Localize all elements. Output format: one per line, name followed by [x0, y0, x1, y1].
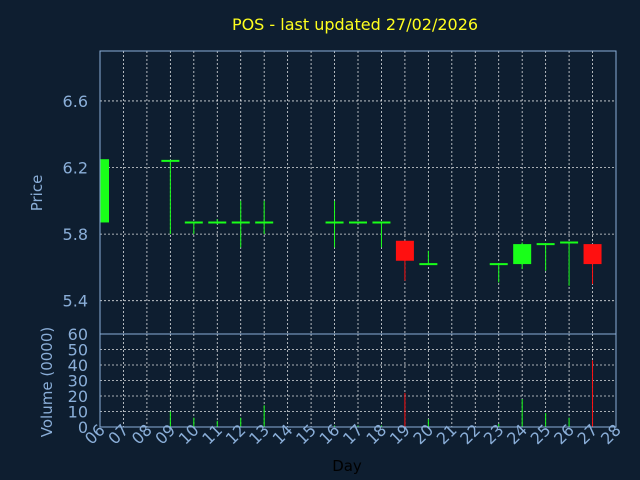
volume-tick-label: 40 — [68, 356, 88, 375]
volume-tick-label: 50 — [68, 341, 88, 360]
price-axis-label: Price — [28, 175, 46, 212]
candle-body — [583, 244, 602, 265]
price-tick-label: 5.8 — [63, 225, 88, 244]
volume-grid — [100, 334, 616, 427]
volume-frame — [99, 333, 617, 428]
price-tick-label: 6.2 — [63, 159, 88, 178]
volume-axis-label: Volume (0000) — [38, 327, 56, 437]
volume-tick-label: 0 — [78, 418, 88, 437]
volume-tick-label: 60 — [68, 325, 88, 344]
chart-title: POS - last updated 27/02/2026 — [232, 15, 478, 34]
price-panel: 5.4 5.8 6.2 6.6 — [63, 50, 617, 335]
volume-tick-label: 30 — [68, 372, 88, 391]
price-tick-label: 6.6 — [63, 92, 88, 111]
candle-body — [513, 244, 532, 265]
candle-body — [100, 159, 109, 223]
candles — [99, 159, 602, 286]
volume-tick-label: 10 — [68, 403, 88, 422]
x-axis-label: Day — [332, 457, 362, 475]
price-tick-label: 5.4 — [63, 292, 88, 311]
volume-tick-label: 20 — [68, 387, 88, 406]
x-ticks: 0607080910111213141516171819202122232425… — [81, 420, 625, 448]
price-grid — [100, 51, 616, 334]
candle-body — [395, 240, 414, 261]
price-y-ticks: 5.4 5.8 6.2 6.6 — [63, 92, 88, 311]
